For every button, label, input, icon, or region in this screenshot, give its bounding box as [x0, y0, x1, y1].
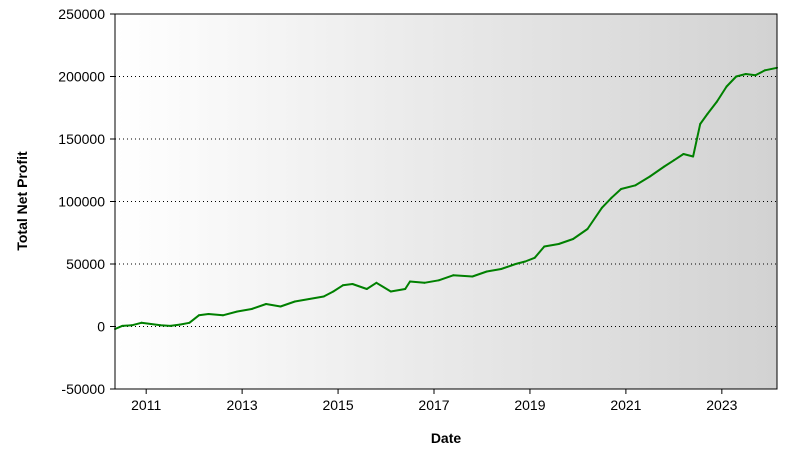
- series-line: [114, 66, 778, 330]
- y-tick-label: 100000: [58, 194, 105, 210]
- y-tick-label: 50000: [66, 256, 105, 272]
- data-point: [197, 314, 200, 317]
- data-point: [149, 323, 152, 325]
- x-tick-label: 2019: [514, 397, 545, 413]
- data-point: [572, 238, 575, 240]
- y-tick-label: 250000: [58, 6, 105, 22]
- data-point: [322, 295, 325, 298]
- data-point: [557, 243, 560, 245]
- data-point: [130, 324, 133, 327]
- data-point: [764, 69, 767, 72]
- data-point: [600, 206, 603, 209]
- data-point: [351, 283, 354, 285]
- x-tick-label: 2017: [418, 397, 449, 413]
- data-point: [620, 188, 623, 190]
- data-point: [365, 288, 368, 290]
- data-point: [265, 303, 268, 305]
- data-point: [375, 281, 378, 284]
- data-point: [423, 281, 426, 284]
- x-tick-label: 2011: [131, 397, 161, 413]
- data-point: [634, 184, 637, 187]
- data-point: [293, 300, 296, 303]
- y-tick-label: 150000: [58, 131, 105, 147]
- data-point: [178, 323, 181, 326]
- data-point: [610, 196, 613, 199]
- data-point: [543, 245, 546, 248]
- x-tick-label: 2021: [610, 397, 641, 413]
- y-tick-label: 200000: [58, 69, 105, 85]
- y-tick-label: -50000: [61, 381, 105, 397]
- data-point: [754, 74, 757, 77]
- x-axis-title: Date: [431, 430, 462, 446]
- y-axis-title: Total Net Profit: [14, 151, 30, 251]
- data-point: [188, 321, 191, 324]
- x-tick-label: 2015: [322, 397, 353, 413]
- y-tick-label: 0: [97, 319, 105, 335]
- data-point: [744, 73, 747, 75]
- data-point: [500, 268, 503, 270]
- data-point: [648, 175, 651, 178]
- data-point: [207, 313, 210, 315]
- x-axis-ticks: 2011 2013 2015 2017 2019 2021 2023: [131, 389, 738, 413]
- data-point: [485, 270, 488, 273]
- data-point: [735, 75, 738, 78]
- data-point: [692, 155, 695, 158]
- data-point: [663, 165, 666, 168]
- data-point: [514, 263, 517, 265]
- data-point: [706, 113, 709, 115]
- data-point: [725, 85, 728, 88]
- data-point: [672, 159, 675, 162]
- data-point: [404, 288, 407, 290]
- data-point: [389, 290, 392, 293]
- data-point: [409, 280, 412, 283]
- data-point: [699, 123, 702, 125]
- data-point: [586, 228, 589, 230]
- data-point: [452, 274, 455, 277]
- data-point: [140, 321, 143, 324]
- y-axis-ticks: -50000 0 50000 100000 150000 200000 250000: [58, 6, 115, 397]
- data-point: [533, 256, 536, 259]
- series-layer: [114, 66, 778, 330]
- data-point: [221, 314, 224, 317]
- data-point: [159, 324, 162, 327]
- data-point: [332, 290, 335, 293]
- data-point: [250, 308, 253, 310]
- x-tick-label: 2023: [706, 397, 737, 413]
- data-point: [121, 324, 124, 327]
- data-point: [169, 324, 172, 327]
- data-point: [341, 284, 344, 287]
- x-tick-label: 2013: [227, 397, 258, 413]
- plot-background: [115, 14, 777, 389]
- data-point: [682, 153, 685, 155]
- data-point: [279, 305, 282, 308]
- data-point: [716, 100, 719, 103]
- data-point: [236, 310, 239, 313]
- data-point: [524, 260, 527, 263]
- data-point: [471, 275, 474, 278]
- data-point: [437, 279, 440, 282]
- data-point: [308, 298, 311, 300]
